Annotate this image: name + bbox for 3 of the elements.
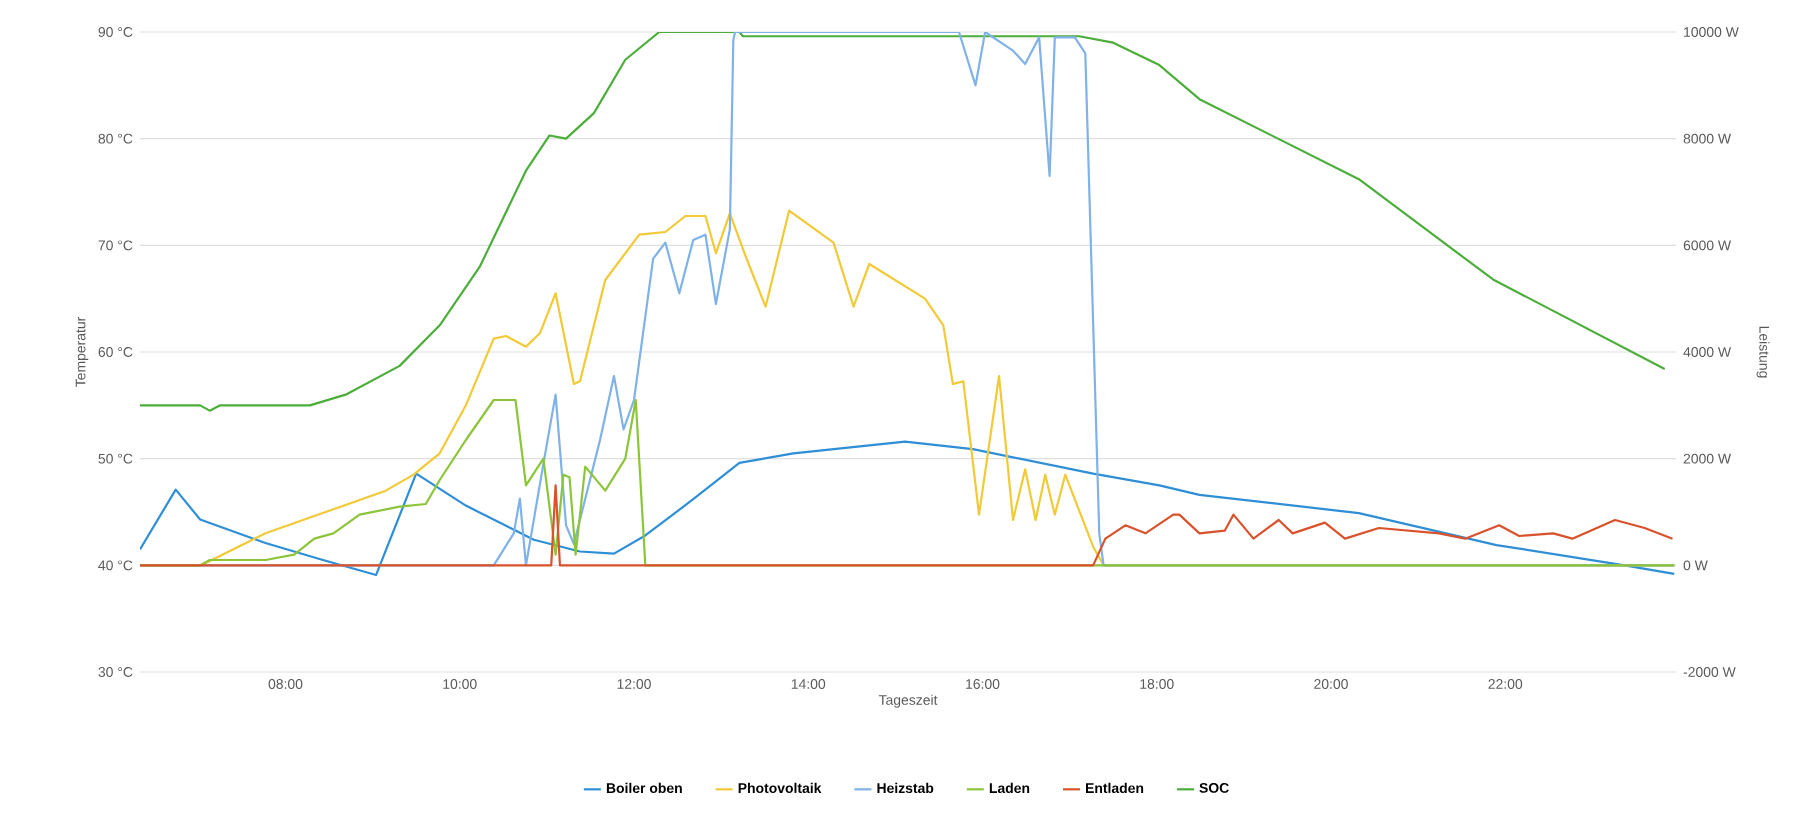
line-series [140,32,1666,412]
line-series [140,440,1676,577]
line-series [140,484,1674,567]
